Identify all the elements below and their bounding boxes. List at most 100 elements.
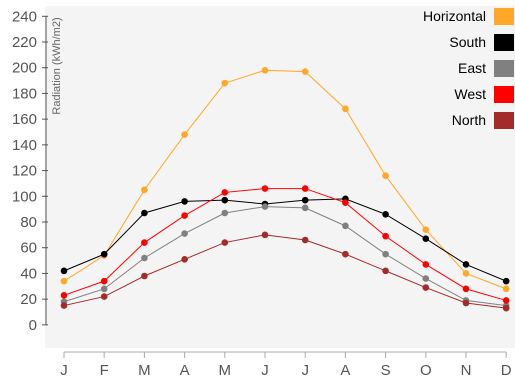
data-point-horizontal[interactable] xyxy=(462,270,470,277)
data-point-east[interactable] xyxy=(261,203,269,210)
data-point-west[interactable] xyxy=(342,199,349,207)
data-point-south[interactable] xyxy=(462,261,470,268)
x-tick-label: A xyxy=(180,362,190,379)
data-point-south[interactable] xyxy=(100,250,108,258)
y-tick-label: 100 xyxy=(12,188,37,205)
legend-item-horizontal[interactable]: Horizontal xyxy=(423,8,514,25)
data-point-west[interactable] xyxy=(181,212,188,219)
y-tick-label: 240 xyxy=(12,8,37,25)
series-line-east xyxy=(63,206,507,307)
data-point-horizontal[interactable] xyxy=(502,285,510,293)
x-tick-label: S xyxy=(381,362,391,379)
x-tick-label: D xyxy=(501,362,512,379)
data-point-west[interactable] xyxy=(261,185,269,192)
x-tick-label: A xyxy=(340,362,350,379)
data-point-horizontal[interactable] xyxy=(342,105,349,113)
data-point-west[interactable] xyxy=(141,239,148,246)
series-east xyxy=(60,203,510,309)
y-tick-label: 200 xyxy=(12,60,37,77)
data-point-south[interactable] xyxy=(502,277,510,285)
y-tick-label: 140 xyxy=(12,137,37,154)
data-point-north[interactable] xyxy=(422,284,430,291)
data-point-west[interactable] xyxy=(502,297,510,304)
legend-label-east: East xyxy=(458,60,486,76)
data-point-horizontal[interactable] xyxy=(261,66,269,74)
data-point-east[interactable] xyxy=(100,285,108,293)
legend: Horizontal South East West North xyxy=(423,8,514,129)
data-point-south[interactable] xyxy=(301,196,309,204)
series-layer xyxy=(60,66,510,312)
data-point-west[interactable] xyxy=(422,261,430,268)
data-point-north[interactable] xyxy=(221,239,229,246)
data-point-east[interactable] xyxy=(221,209,229,217)
legend-item-east[interactable]: East xyxy=(458,60,514,77)
y-tick-label: 120 xyxy=(12,163,37,180)
legend-swatch-horizontal xyxy=(494,8,514,25)
y-tick-label: 20 xyxy=(20,291,37,308)
legend-label-west: West xyxy=(454,86,486,102)
data-point-east[interactable] xyxy=(342,222,349,230)
y-axis-label: Radiation (kWh/m2) xyxy=(51,17,63,114)
legend-item-north[interactable]: North xyxy=(452,112,514,129)
x-tick-label: O xyxy=(420,362,432,379)
data-point-west[interactable] xyxy=(382,232,389,240)
data-point-north[interactable] xyxy=(382,267,389,275)
y-tick-label: 180 xyxy=(12,85,37,102)
y-tick-label: 80 xyxy=(20,214,37,231)
data-point-south[interactable] xyxy=(221,196,229,204)
data-point-east[interactable] xyxy=(181,230,188,237)
legend-item-south[interactable]: South xyxy=(449,34,514,51)
data-point-south[interactable] xyxy=(181,198,188,205)
data-point-north[interactable] xyxy=(181,255,188,263)
data-point-south[interactable] xyxy=(141,209,148,217)
data-point-north[interactable] xyxy=(462,299,470,307)
legend-swatch-north xyxy=(494,112,514,129)
series-north xyxy=(60,231,510,312)
data-point-north[interactable] xyxy=(502,304,510,312)
x-tick-label: J xyxy=(261,362,269,379)
data-point-horizontal[interactable] xyxy=(181,131,188,138)
data-point-west[interactable] xyxy=(100,277,108,285)
data-point-horizontal[interactable] xyxy=(221,79,229,87)
data-point-south[interactable] xyxy=(60,267,68,275)
data-point-horizontal[interactable] xyxy=(60,277,68,285)
data-point-east[interactable] xyxy=(382,250,389,258)
legend-label-north: North xyxy=(452,112,486,128)
data-point-horizontal[interactable] xyxy=(301,68,309,75)
data-point-horizontal[interactable] xyxy=(422,226,430,234)
y-tick-label: 220 xyxy=(12,34,37,51)
y-tick-label: 40 xyxy=(20,265,37,282)
data-point-north[interactable] xyxy=(100,293,108,300)
data-point-north[interactable] xyxy=(60,302,68,309)
series-line-north xyxy=(63,234,507,309)
legend-item-west[interactable]: West xyxy=(454,86,514,103)
x-tick-label: N xyxy=(461,362,472,379)
data-point-west[interactable] xyxy=(462,285,470,293)
data-point-west[interactable] xyxy=(301,185,309,192)
plot-background xyxy=(45,6,515,348)
series-west xyxy=(60,185,510,304)
series-line-horizontal xyxy=(63,69,507,290)
x-tick-label: M xyxy=(138,362,151,379)
data-point-south[interactable] xyxy=(422,235,430,243)
data-point-horizontal[interactable] xyxy=(382,172,389,180)
data-point-east[interactable] xyxy=(301,204,309,212)
data-point-horizontal[interactable] xyxy=(141,186,148,194)
data-point-west[interactable] xyxy=(60,291,68,299)
data-point-east[interactable] xyxy=(141,254,148,262)
data-point-north[interactable] xyxy=(342,250,349,258)
data-point-east[interactable] xyxy=(422,275,430,282)
data-point-north[interactable] xyxy=(261,231,269,239)
legend-swatch-south xyxy=(494,34,514,51)
data-point-south[interactable] xyxy=(382,210,389,218)
legend-swatch-east xyxy=(494,60,514,77)
data-point-north[interactable] xyxy=(301,236,309,244)
series-south xyxy=(60,195,510,285)
series-line-west xyxy=(63,188,507,301)
data-point-north[interactable] xyxy=(141,272,148,280)
data-point-west[interactable] xyxy=(221,189,229,196)
legend-label-south: South xyxy=(449,34,486,50)
x-tick-label: F xyxy=(100,362,109,379)
